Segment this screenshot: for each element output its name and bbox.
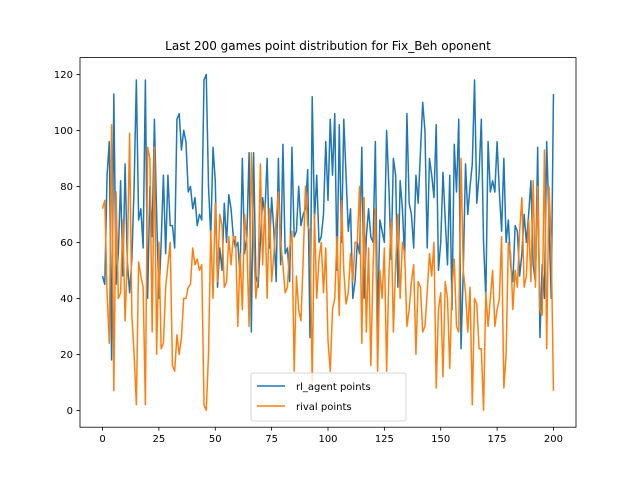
series-line-rl-agent xyxy=(101,73,555,361)
x-tick-label: 100 xyxy=(318,434,337,445)
y-tick-label: 80 xyxy=(60,182,73,193)
series-line-rival xyxy=(101,124,555,412)
x-tick-label: 125 xyxy=(375,434,394,445)
y-tick-label: 40 xyxy=(60,294,73,305)
x-tick-label: 75 xyxy=(265,434,278,445)
x-tick-label: 50 xyxy=(209,434,222,445)
x-tick-label: 25 xyxy=(153,434,166,445)
legend-label: rival points xyxy=(296,402,352,413)
x-tick-label: 175 xyxy=(488,434,507,445)
y-tick-label: 60 xyxy=(60,238,73,249)
y-tick-label: 20 xyxy=(60,350,73,361)
y-tick-label: 0 xyxy=(67,406,73,417)
legend-label: rl_agent points xyxy=(296,382,371,393)
x-tick-label: 200 xyxy=(544,434,563,445)
legend: rl_agent points rival points xyxy=(250,372,407,422)
plot-frame xyxy=(79,57,577,428)
chart-title: Last 200 games point distribution for Fi… xyxy=(165,39,491,53)
y-tick-label: 100 xyxy=(54,126,73,137)
x-tick-label: 0 xyxy=(99,434,105,445)
y-tick-label: 120 xyxy=(54,70,73,81)
x-tick-label: 150 xyxy=(431,434,450,445)
legend-box xyxy=(250,372,407,422)
